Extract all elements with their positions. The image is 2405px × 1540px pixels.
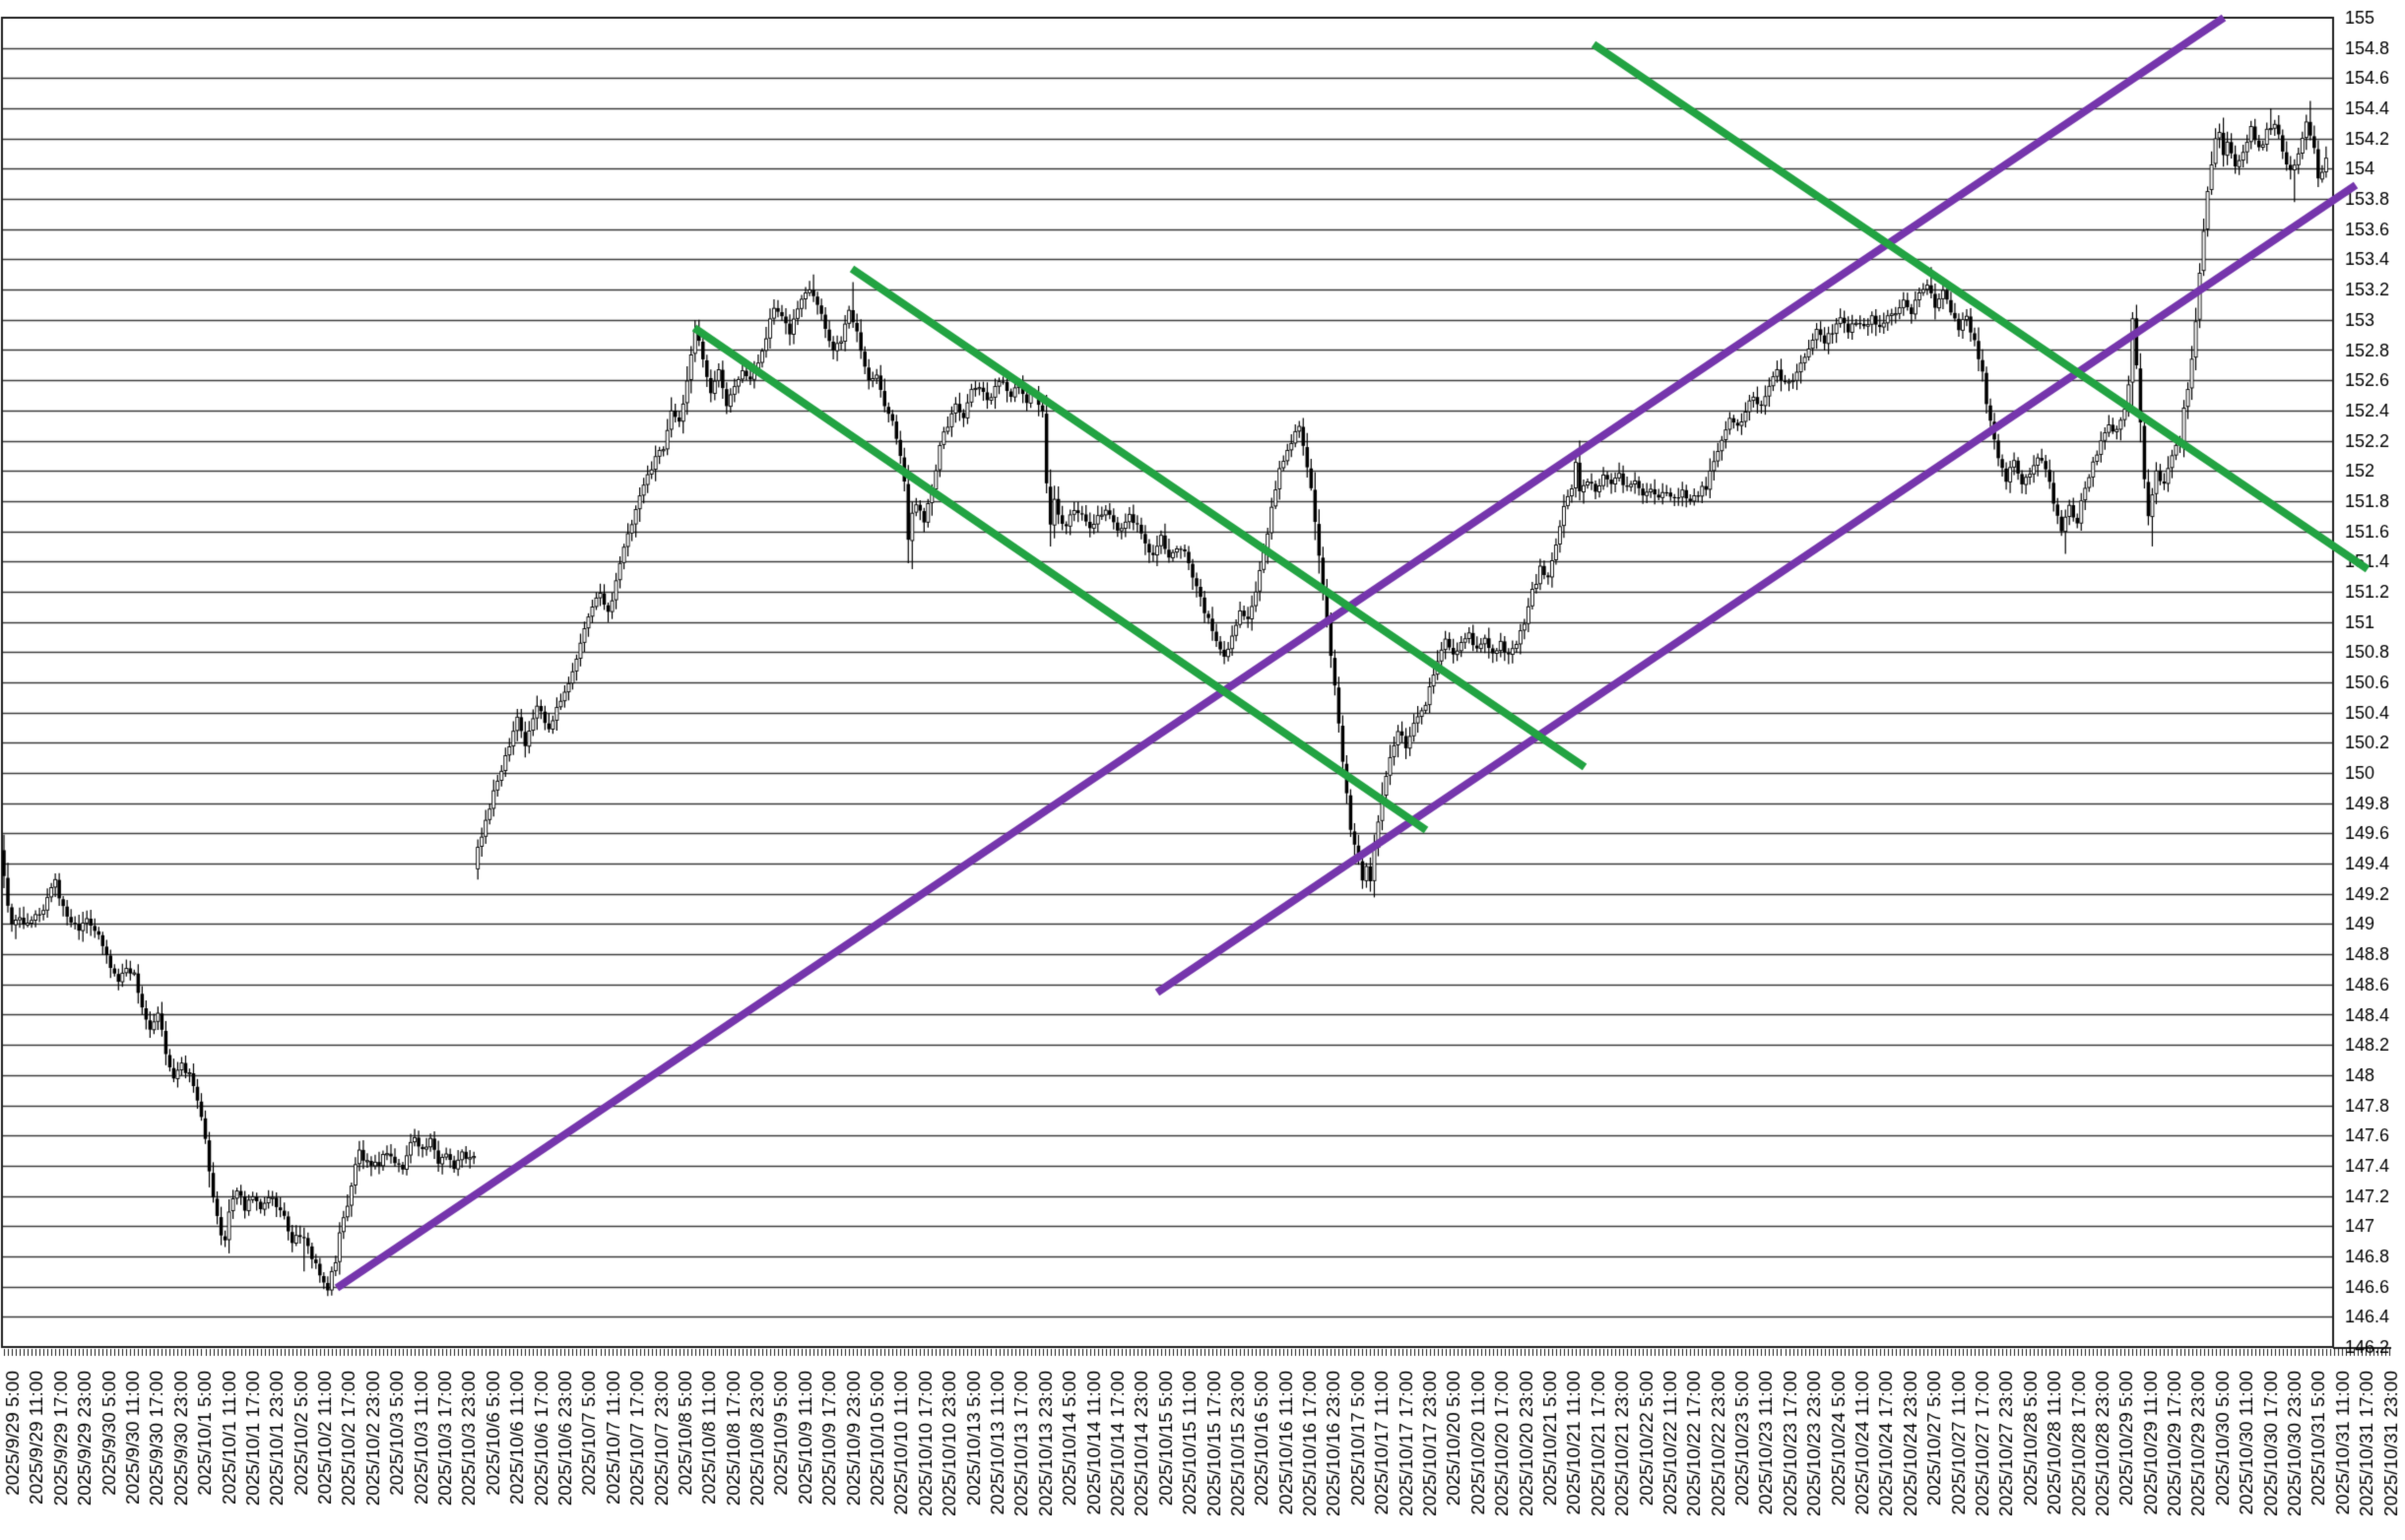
- fx-hourly-candlestick-chart: [0, 0, 2405, 1540]
- chart-canvas: [0, 0, 2405, 1540]
